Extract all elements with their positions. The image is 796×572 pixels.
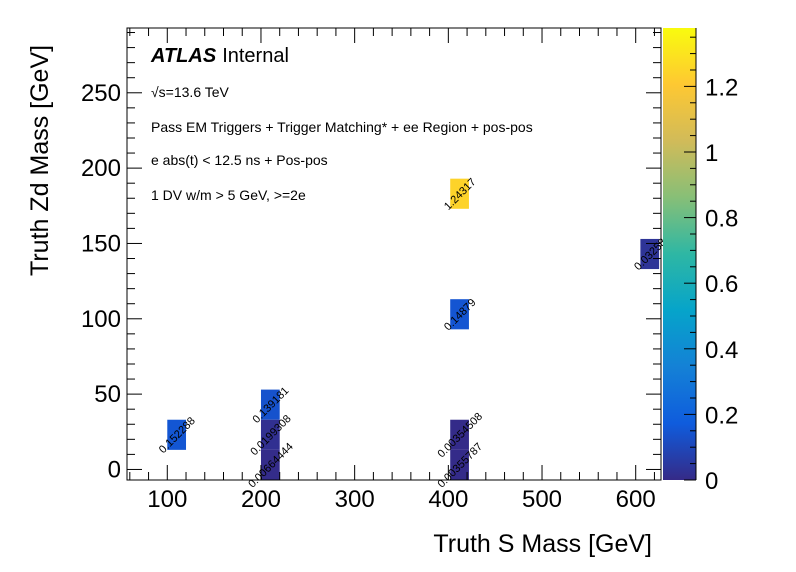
y-tick-label: 0 <box>108 456 121 483</box>
cells-layer <box>167 178 660 480</box>
z-tick-label: 0 <box>705 468 718 495</box>
y-tick-label: 200 <box>81 155 121 182</box>
heatmap-cell <box>450 178 469 209</box>
heatmap-cell <box>260 449 280 480</box>
x-tick-label: 200 <box>241 486 281 513</box>
y-tick-label: 50 <box>94 381 121 408</box>
colorbar-scale <box>663 28 696 480</box>
atlas-text: ATLAS <box>150 45 217 67</box>
z-tick-label: 0.8 <box>705 206 738 233</box>
y-tick-label: 150 <box>81 230 121 257</box>
heatmap-cell <box>450 449 469 480</box>
y-tick-label: 250 <box>81 80 121 107</box>
colorbar: 0 0.2 0.4 0.6 0.8 1 1.2 <box>663 28 738 495</box>
x-tick-label: 500 <box>522 486 562 513</box>
x-tick-label: 300 <box>335 486 375 513</box>
x-tick-label: 400 <box>428 486 468 513</box>
heatmap-cell <box>260 389 280 420</box>
axes: 100 200 300 400 500 600 0 50 100 150 200 250 <box>81 28 661 513</box>
heatmap-cell <box>450 299 469 330</box>
z-tick-label: 0.6 <box>705 271 738 298</box>
y-tick-label: 100 <box>81 306 121 333</box>
atlas-label: ATLAS Internal <box>150 45 289 67</box>
x-axis-label: Truth S Mass [GeV] <box>433 530 652 558</box>
z-tick-label: 1.2 <box>705 74 738 101</box>
internal-text: Internal <box>222 45 289 67</box>
selection-line-2: e abs(t) < 12.5 ns + Pos-pos <box>151 152 328 168</box>
energy-label: √s=13.6 TeV <box>151 84 230 100</box>
x-tick-label: 100 <box>147 486 187 513</box>
y-axis-label: Truth Zd Mass [GeV] <box>26 45 54 276</box>
heatmap-cell <box>167 419 187 450</box>
z-tick-label: 0.4 <box>705 337 738 364</box>
plot-frame <box>126 27 662 481</box>
z-tick-label: 1 <box>705 140 718 167</box>
heatmap-cell <box>260 419 280 450</box>
z-tick-label: 0.2 <box>705 402 738 429</box>
x-tick-label: 600 <box>616 486 656 513</box>
heatmap-cell <box>450 419 469 450</box>
selection-line-1: Pass EM Triggers + Trigger Matching* + e… <box>151 119 533 135</box>
selection-line-3: 1 DV w/m > 5 GeV, >=2e <box>151 187 306 203</box>
heatmap-cell <box>640 238 660 270</box>
cell-labels-layer: 0.1522880.1391810.01993080.006644440.003… <box>157 176 669 490</box>
